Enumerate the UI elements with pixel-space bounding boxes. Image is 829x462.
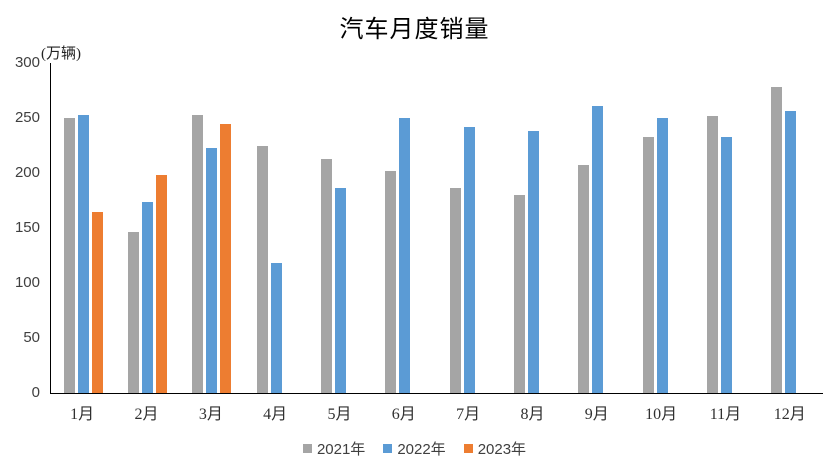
bar-2021年-4月 <box>256 145 268 393</box>
y-tick-label-250: 250 <box>14 109 40 126</box>
legend-item-2023年: 2023年 <box>463 438 527 459</box>
x-axis-label-11月: 11月 <box>709 406 742 423</box>
bar-group-11月 <box>694 63 758 393</box>
bar-2022年-5月 <box>334 188 346 393</box>
bar-group-7月 <box>437 63 501 393</box>
bar-2021年-3月 <box>192 114 204 393</box>
bar-group-4月 <box>244 63 308 393</box>
y-tick-label-300: 300 <box>14 54 40 71</box>
x-axis-label-2月: 2月 <box>134 406 159 423</box>
bar-group-3月 <box>180 63 244 393</box>
bar-2021年-12月 <box>771 87 783 393</box>
x-axis-label-1月: 1月 <box>70 406 95 423</box>
legend-swatch-icon <box>383 444 393 453</box>
bar-2022年-3月 <box>206 147 218 393</box>
bar-2022年-2月 <box>141 201 153 393</box>
bar-2021年-6月 <box>385 170 397 393</box>
y-tick-label-100: 100 <box>14 274 40 291</box>
bar-2022年-4月 <box>270 263 282 393</box>
bar-group-12月 <box>759 63 823 393</box>
legend-label: 2023年 <box>477 441 527 458</box>
x-axis-labels: 1月 2月 3月 4月 5月 6月 7月 8月 9月 10月 11月 12月 <box>50 400 822 424</box>
bar-2021年-10月 <box>642 136 654 393</box>
legend: 2021年 2022年 2023年 <box>0 438 829 459</box>
bar-group-2月 <box>115 63 179 393</box>
bar-2022年-6月 <box>399 118 411 393</box>
bar-2021年-2月 <box>127 232 139 393</box>
x-axis-label-6月: 6月 <box>391 406 416 423</box>
bar-group-1月 <box>51 63 115 393</box>
bar-2022年-10月 <box>656 118 668 393</box>
x-axis-label-12月: 12月 <box>773 406 806 423</box>
bar-2023年-3月 <box>220 123 232 393</box>
bar-group-9月 <box>566 63 630 393</box>
x-axis-label-8月: 8月 <box>520 406 545 423</box>
x-axis-label-9月: 9月 <box>584 406 609 423</box>
bar-group-8月 <box>501 63 565 393</box>
bar-2022年-7月 <box>463 126 475 393</box>
bar-2022年-11月 <box>720 136 732 393</box>
bar-2022年-1月 <box>77 114 89 393</box>
bar-group-5月 <box>308 63 372 393</box>
y-tick-label-200: 200 <box>14 164 40 181</box>
y-tick-label-50: 50 <box>23 329 40 346</box>
bar-group-10月 <box>630 63 694 393</box>
legend-label: 2022年 <box>397 441 446 458</box>
x-axis-label-5月: 5月 <box>327 406 352 423</box>
bar-2021年-1月 <box>63 118 75 393</box>
chart-title: 汽车月度销量 <box>339 17 490 43</box>
y-tick-label-0: 0 <box>31 384 40 401</box>
bar-2022年-8月 <box>527 131 539 393</box>
bar-2022年-9月 <box>592 105 604 393</box>
x-axis-label-4月: 4月 <box>263 406 288 423</box>
bar-2021年-5月 <box>320 158 332 393</box>
legend-label: 2021年 <box>316 441 366 458</box>
bar-group-6月 <box>373 63 437 393</box>
legend-swatch-icon <box>302 444 312 453</box>
bar-2021年-11月 <box>706 115 718 393</box>
bar-2023年-1月 <box>91 211 103 393</box>
legend-item-2022年: 2022年 <box>383 438 446 459</box>
plot-area <box>50 63 823 394</box>
bar-2023年-2月 <box>155 175 167 393</box>
bar-2021年-9月 <box>578 165 590 393</box>
bar-2022年-12月 <box>785 111 797 393</box>
bar-2021年-7月 <box>449 188 461 393</box>
y-axis-unit-label: (万辆) <box>41 46 81 62</box>
legend-item-2021年: 2021年 <box>302 438 366 459</box>
y-tick-label-150: 150 <box>14 219 40 236</box>
x-axis-label-7月: 7月 <box>456 406 481 423</box>
x-axis-label-10月: 10月 <box>645 406 678 423</box>
y-axis-tick-labels: 0 50 100 150 200 250 300 <box>0 54 44 401</box>
x-axis-label-3月: 3月 <box>198 406 223 423</box>
legend-swatch-icon <box>463 444 473 453</box>
bar-2021年-8月 <box>513 195 525 393</box>
